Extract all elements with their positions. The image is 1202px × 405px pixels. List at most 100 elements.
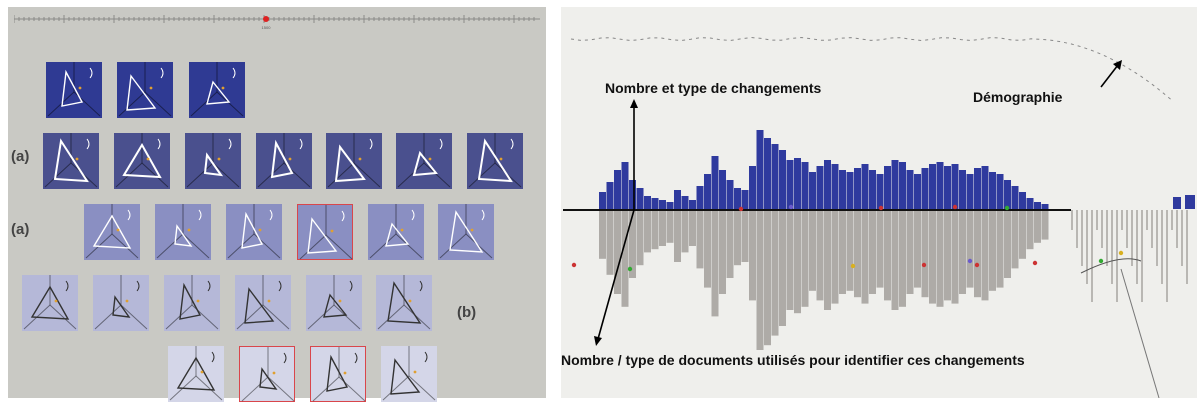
change-bar	[936, 162, 944, 210]
document-bar	[1026, 210, 1034, 250]
document-bar	[951, 210, 959, 304]
document-bar	[1166, 210, 1168, 302]
document-bar	[1096, 210, 1098, 230]
document-bar	[704, 210, 711, 288]
glyph-tile	[226, 204, 282, 260]
change-bar	[891, 160, 899, 210]
glyph-tile	[310, 346, 366, 402]
change-bar	[726, 180, 734, 210]
event-dot	[850, 263, 856, 269]
document-bar	[719, 210, 726, 294]
glyph-tile	[117, 62, 173, 118]
event-dot	[1118, 250, 1124, 256]
document-bar	[1161, 210, 1163, 284]
document-bar	[981, 210, 989, 301]
timeline-marker-label: 1500	[262, 25, 272, 30]
timeline-marker	[263, 16, 269, 22]
document-bar	[794, 210, 801, 314]
change-bar	[899, 162, 906, 210]
event-dot	[571, 262, 577, 268]
change-bar	[651, 198, 659, 210]
change-bar	[839, 170, 846, 210]
change-bar	[1173, 197, 1181, 209]
histogram-view	[563, 36, 1195, 399]
row-label-a-1: (a)	[11, 148, 30, 165]
change-bar	[711, 156, 719, 210]
change-bar	[621, 162, 629, 210]
timeline-glyph-panel: 1500 (a) (a) (b)	[8, 7, 546, 402]
glyph-tile	[368, 204, 424, 260]
change-bar	[644, 196, 651, 210]
document-bar	[666, 210, 674, 243]
event-dot	[921, 262, 927, 268]
change-bar	[1185, 195, 1195, 209]
glyph-tile	[114, 133, 170, 189]
document-bar	[824, 210, 831, 310]
change-bar	[636, 188, 644, 210]
change-bar	[801, 162, 809, 210]
document-bar	[644, 210, 651, 253]
change-bar	[741, 190, 749, 210]
trail-curve	[1080, 258, 1142, 274]
change-bar	[606, 182, 614, 210]
glyph-tile	[239, 346, 295, 402]
change-bar	[666, 202, 674, 210]
document-bar	[1181, 210, 1183, 266]
document-bar	[726, 210, 734, 278]
document-bar	[599, 210, 606, 259]
document-bar	[959, 210, 966, 294]
document-bar	[936, 210, 944, 307]
glyph-tile	[22, 275, 78, 331]
change-bar	[824, 160, 831, 210]
change-bar	[756, 130, 764, 210]
change-bar	[816, 166, 824, 210]
document-bar	[996, 210, 1004, 288]
document-bar	[1019, 210, 1026, 259]
change-bar	[981, 166, 989, 210]
document-bar	[831, 210, 839, 304]
document-bar	[771, 210, 779, 336]
glyph-tile	[168, 346, 224, 402]
document-bar	[876, 210, 884, 288]
document-bar	[1011, 210, 1019, 269]
document-bar	[1146, 210, 1148, 230]
document-bar	[689, 210, 696, 246]
change-bar	[1011, 186, 1019, 210]
document-bar	[1136, 210, 1138, 284]
change-bar	[831, 164, 839, 210]
glyph-tile	[155, 204, 211, 260]
glyph-tile	[93, 275, 149, 331]
document-bar	[846, 210, 854, 291]
document-bar	[629, 210, 636, 278]
document-bar	[1151, 210, 1153, 248]
change-bar	[771, 144, 779, 210]
document-bar	[711, 210, 719, 317]
document-bar	[1034, 210, 1041, 243]
change-bar	[996, 174, 1004, 210]
document-bar	[1041, 210, 1049, 240]
glyph-tile	[84, 204, 140, 260]
document-bar	[989, 210, 996, 291]
change-bar	[884, 166, 891, 210]
change-bar	[854, 168, 861, 210]
row-label-b: (b)	[457, 304, 477, 321]
change-bar	[674, 190, 681, 210]
document-bar	[1106, 210, 1108, 266]
document-bar	[1126, 210, 1128, 248]
change-bar	[869, 170, 876, 210]
change-bar	[689, 200, 696, 210]
annotation-changes: Nombre et type de changements	[605, 80, 822, 96]
document-bar	[1101, 210, 1103, 248]
change-bar	[1004, 180, 1011, 210]
document-bar	[839, 210, 846, 294]
arrow-head-up	[630, 99, 638, 108]
change-bar	[959, 170, 966, 210]
document-bar	[614, 210, 621, 294]
change-bar	[809, 172, 816, 210]
event-dot	[878, 205, 884, 211]
arrow-head-demography	[1113, 60, 1122, 70]
change-bar	[614, 170, 621, 210]
document-bar	[801, 210, 809, 307]
document-bar	[786, 210, 794, 310]
change-bar	[906, 170, 914, 210]
